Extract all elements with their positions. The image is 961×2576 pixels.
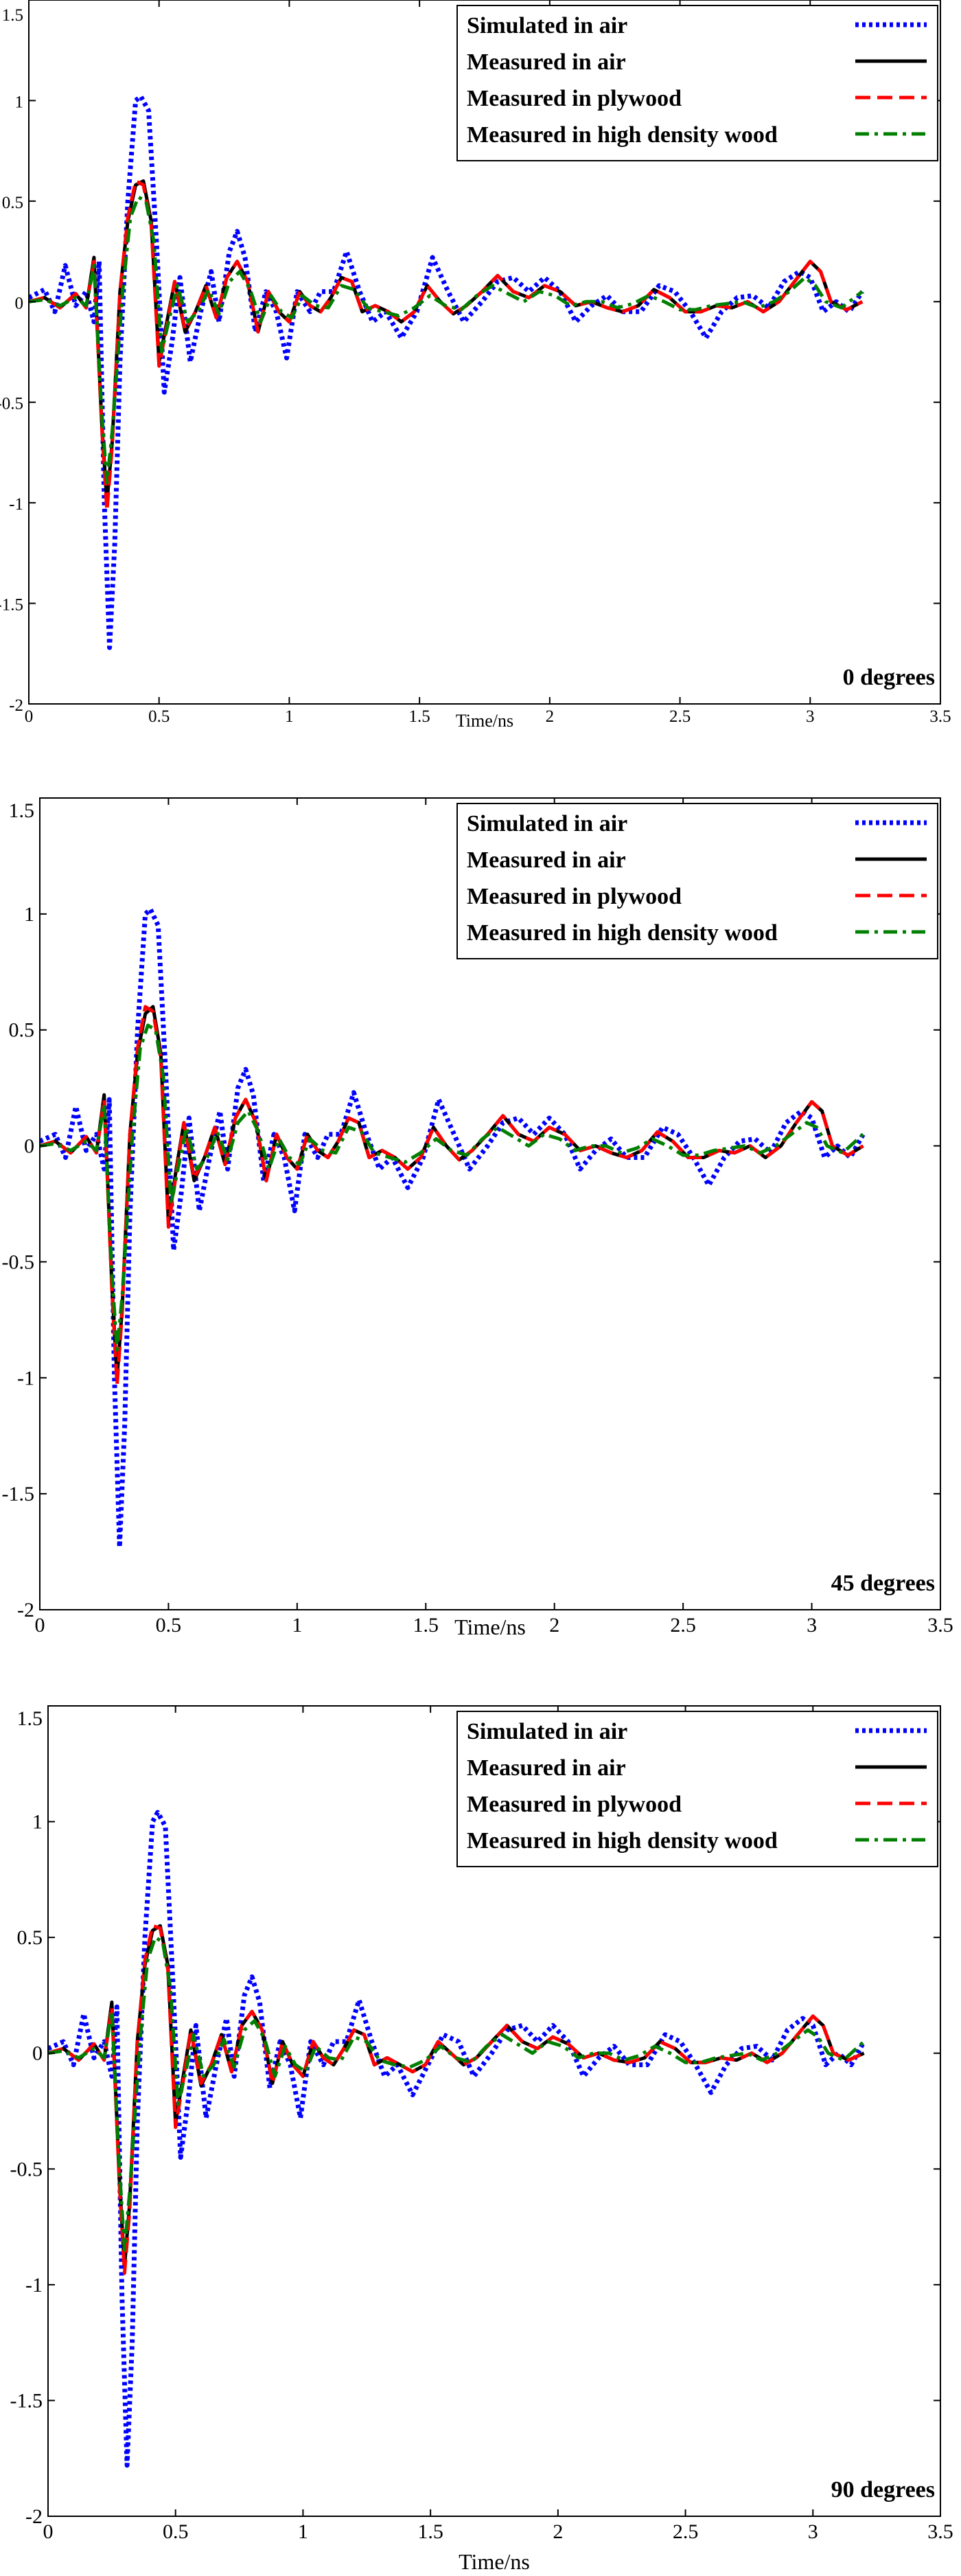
x-tick-label: 0 — [35, 1614, 45, 1637]
angle-annotation: 45 degrees — [831, 1571, 935, 1596]
y-tick-label: -2 — [17, 1599, 34, 1621]
x-tick-label: 1.5 — [409, 707, 430, 726]
x-axis-label: Time/ns — [456, 711, 513, 731]
legend-0: Simulated in air Measured in air Measured … — [456, 5, 938, 161]
series-line-0-1 — [29, 179, 864, 505]
series-line-2-0 — [48, 1810, 866, 2468]
axes-frame-1 — [39, 797, 941, 1610]
y-tick-label: 0 — [32, 2042, 43, 2065]
x-tick-label: 2 — [546, 707, 555, 726]
y-tick-label: 0 — [24, 1135, 34, 1158]
x-tick-label: 2.5 — [670, 1614, 696, 1637]
legend-2: Simulated in air Measured in air Measured … — [456, 1711, 938, 1867]
y-tick-label: -1.5 — [10, 2389, 43, 2412]
x-tick-label: 1.5 — [413, 1614, 439, 1637]
series-line-0-2 — [29, 179, 864, 513]
x-tick-label: 2 — [553, 2520, 563, 2543]
x-tick-label: 3 — [807, 1614, 817, 1637]
y-tick-label: -0.5 — [0, 395, 23, 413]
series-line-2-1 — [48, 1924, 865, 2268]
y-tick-label: 1 — [24, 903, 34, 926]
legend-entry-label: Simulated in air — [467, 13, 627, 38]
y-tick-label: -2 — [25, 2505, 43, 2528]
x-tick-label: 2 — [549, 1614, 559, 1637]
y-tick-label: 0.5 — [9, 1019, 35, 1042]
axes-frame-2 — [47, 1705, 941, 2517]
legend-entry-label: Measured in air — [467, 49, 626, 75]
y-tick-label: 0.5 — [2, 194, 23, 212]
series-line-2-2 — [48, 1924, 865, 2275]
y-tick-label: 1.5 — [2, 6, 23, 25]
legend-entry-label: Measured in air — [467, 847, 626, 873]
x-tick-label: 0.5 — [163, 2520, 189, 2543]
y-tick-label: 1.5 — [9, 799, 35, 822]
legend-entry-label: Measured in plywood — [467, 86, 682, 111]
y-tick-label: -1.5 — [0, 596, 23, 615]
y-tick-label: -0.5 — [10, 2158, 43, 2180]
legend-entry-label: Measured in air — [467, 1755, 626, 1781]
x-tick-label: 3.5 — [927, 2520, 953, 2543]
series-line-0-0 — [29, 94, 865, 650]
series-line-1-0 — [40, 907, 866, 1550]
x-tick-label: 3.5 — [929, 707, 951, 726]
legend-entry-label: Measured in high density wood — [467, 122, 778, 148]
y-tick-label: 0 — [15, 294, 24, 312]
legend-1: Simulated in air Measured in air Measured … — [456, 803, 938, 959]
chart-panel-0: 0 0.5 1 1.5 2 2.5 3 3.5 -2 -1.5 -1 -0.5 0 0.5 1 1.5 Time… — [0, 0, 951, 731]
legend-entry-label: Measured in high density wood — [467, 1828, 778, 1854]
x-tick-label: 1 — [285, 707, 294, 726]
y-tick-label: -2 — [9, 696, 23, 715]
x-tick-label: 0 — [25, 707, 34, 726]
x-tick-label: 0.5 — [148, 707, 170, 726]
angle-annotation: 0 degrees — [843, 665, 935, 690]
x-axis-label: Time/ns — [454, 1615, 526, 1639]
x-tick-label: 2.5 — [673, 2520, 699, 2543]
x-tick-label: 1 — [292, 1614, 302, 1637]
y-tick-label: -0.5 — [2, 1251, 35, 1273]
y-tick-label: 1.5 — [17, 1707, 43, 1730]
y-tick-label: 1 — [32, 1811, 43, 1834]
series-line-1-1 — [40, 1005, 864, 1380]
x-tick-label: 3 — [808, 2520, 818, 2543]
x-tick-label: 1.5 — [417, 2520, 443, 2543]
x-tick-label: 3 — [806, 707, 815, 726]
y-tick-label: -1.5 — [2, 1483, 35, 1505]
x-axis-label: Time/ns — [459, 2549, 530, 2574]
series-line-1-2 — [40, 1005, 864, 1387]
chart-panel-1: 0 0.5 1 1.5 2 2.5 3 3.5 -2 -1.5 -1 -0.5 0 0.5 1 1.5 Time… — [2, 797, 953, 1639]
axes-frame-0 — [28, 0, 941, 705]
x-tick-label: 2.5 — [669, 707, 691, 726]
legend-entry-label: Measured in high density wood — [467, 920, 778, 946]
y-tick-label: -1 — [9, 495, 23, 514]
legend-entry-label: Measured in plywood — [467, 884, 682, 909]
y-tick-label: -1 — [25, 2274, 43, 2296]
series-line-2-3 — [48, 1935, 866, 2252]
x-tick-label: 1 — [298, 2520, 308, 2543]
legend-entry-label: Measured in plywood — [467, 1792, 682, 1817]
angle-annotation: 90 degrees — [831, 2477, 935, 2503]
x-tick-label: 0.5 — [156, 1614, 182, 1637]
legend-entry-label: Simulated in air — [467, 1719, 627, 1744]
x-tick-label: 0 — [43, 2520, 54, 2543]
legend-entry-label: Simulated in air — [467, 811, 627, 836]
chart-panel-2: 0 0.5 1 1.5 2 2.5 3 3.5 -2 -1.5 -1 -0.5 0 0.5 1 1.5 Time… — [10, 1705, 953, 2574]
series-line-1-3 — [40, 1023, 865, 1352]
y-tick-label: 0.5 — [17, 1926, 43, 1949]
series-line-0-3 — [29, 195, 864, 485]
y-tick-label: 1 — [15, 93, 24, 111]
y-tick-label: -1 — [17, 1367, 34, 1389]
x-tick-label: 3.5 — [927, 1614, 953, 1637]
